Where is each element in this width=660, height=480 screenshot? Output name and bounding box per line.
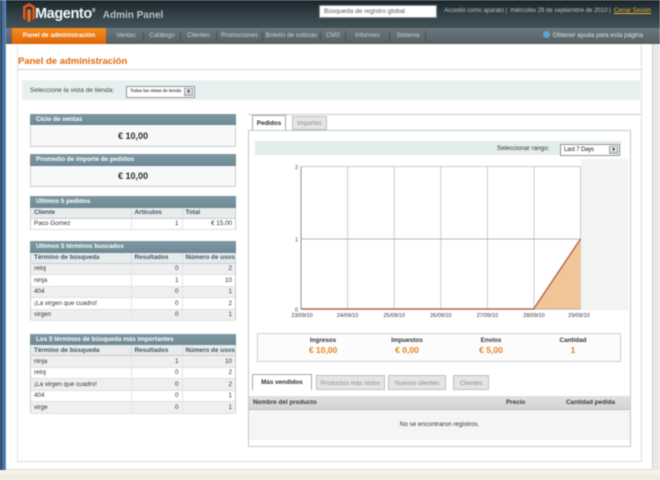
svg-text:0: 0 (295, 308, 298, 314)
svg-text:25/09/10: 25/09/10 (383, 313, 404, 319)
svg-text:27/09/10: 27/09/10 (477, 313, 498, 319)
svg-text:2: 2 (295, 165, 298, 171)
svg-text:23/09/10: 23/09/10 (291, 313, 312, 319)
svg-text:26/09/10: 26/09/10 (430, 313, 451, 319)
svg-text:24/09/10: 24/09/10 (337, 313, 358, 319)
svg-text:28/09/10: 28/09/10 (523, 313, 544, 319)
svg-text:1: 1 (295, 238, 298, 244)
svg-text:29/09/10: 29/09/10 (568, 313, 589, 319)
